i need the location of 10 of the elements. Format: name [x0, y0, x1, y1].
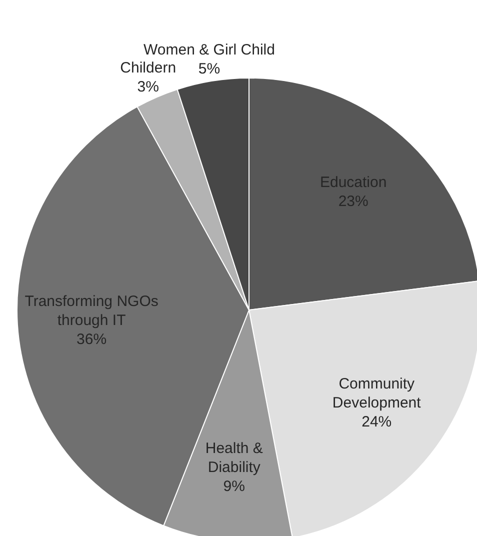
data-label: 3% — [137, 78, 159, 95]
slice-label: Women & Girl Child — [144, 41, 275, 58]
data-label: 5% — [198, 60, 220, 78]
slice-label: Health & Diability — [205, 440, 263, 476]
data-label: 36% — [76, 330, 107, 348]
data-label: 24% — [362, 413, 392, 430]
slice-label: Community Development — [332, 375, 422, 412]
slice-label: Transforming NGOs through IT — [24, 292, 158, 328]
slice-label: Childern — [120, 58, 176, 76]
data-label: 9% — [223, 478, 245, 495]
